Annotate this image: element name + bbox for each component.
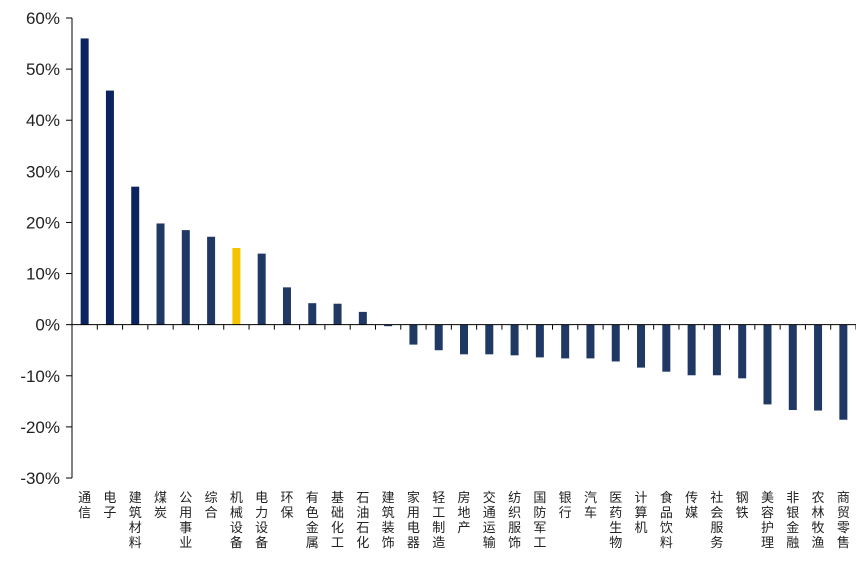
y-tick-label: 10% [26, 265, 60, 284]
category-label: 有色金属 [306, 491, 319, 551]
bar-国防军工 [535, 324, 544, 358]
y-tick-label: -30% [20, 469, 60, 488]
category-label: 通信 [78, 491, 91, 521]
category-label: 钢铁 [736, 491, 749, 521]
bar-综合 [207, 236, 216, 325]
bar-农林牧渔 [814, 324, 823, 411]
y-tick-label: -10% [20, 367, 60, 386]
bar-房地产 [460, 324, 468, 355]
bar-商贸零售 [839, 324, 848, 420]
category-label: 交通运输 [483, 490, 496, 551]
y-tick-label: 50% [26, 60, 60, 79]
bar-非银金融 [788, 324, 797, 411]
bar-计算机 [637, 324, 646, 368]
category-label: 建筑装饰 [382, 491, 395, 551]
x-axis [72, 324, 856, 330]
bar-家用电器 [409, 324, 418, 345]
bar-轻工制造 [434, 324, 443, 351]
y-tick-label: 60% [26, 9, 60, 28]
category-label: 计算机 [635, 491, 648, 536]
category-label: 电子 [103, 491, 116, 521]
bar-钢铁 [738, 324, 747, 379]
y-axis: 60% 50% 40% 30% 20% 10% 0% -10% -20% -30% [20, 9, 73, 488]
bar-医药生物 [611, 324, 620, 362]
category-label: 传媒 [685, 491, 698, 521]
bar-美容护理 [763, 324, 772, 405]
bar-石油石化 [358, 311, 367, 325]
category-label: 房地产 [457, 490, 470, 536]
bar-纺织服饰 [510, 324, 519, 356]
y-tick-label: 30% [26, 162, 60, 181]
category-label: 美容护理 [761, 491, 774, 551]
bar-交通运输 [485, 324, 494, 355]
bar-煤炭 [156, 223, 165, 325]
bar-电子 [105, 90, 114, 325]
y-tick-label: 0% [35, 316, 60, 335]
category-label: 电力设备 [255, 491, 268, 551]
category-label: 轻工制造 [432, 491, 445, 551]
category-label: 汽车 [584, 491, 597, 521]
y-tick-label: 20% [26, 213, 60, 232]
category-label: 食品饮料 [660, 490, 673, 551]
bar-环保 [282, 287, 291, 325]
bar-公用事业 [181, 230, 190, 325]
category-label: 综合 [205, 491, 218, 521]
category-label: 国防军工 [533, 491, 546, 551]
bar-电力设备 [257, 253, 266, 325]
bar-有色金属 [308, 303, 317, 325]
bar-机械设备 [232, 248, 241, 325]
category-label: 石油石化 [356, 491, 369, 551]
category-label: 建筑材料 [129, 491, 142, 551]
bar-建筑装饰 [384, 324, 393, 327]
bar-汽车 [586, 324, 595, 359]
bar-建筑材料 [131, 186, 140, 325]
category-label: 机械设备 [230, 491, 243, 551]
category-label: 煤炭 [154, 491, 167, 521]
bar-基础化工 [333, 303, 342, 325]
category-label: 农林牧渔 [812, 491, 825, 551]
category-labels: 通信电子建筑材料煤炭公用事业综合机械设备电力设备环保有色金属基础化工石油石化建筑… [78, 490, 850, 551]
category-label: 银行 [559, 491, 572, 521]
category-label: 基础化工 [331, 491, 344, 551]
y-tick-label: 40% [26, 111, 60, 130]
bar-通信 [80, 38, 89, 325]
bar-银行 [561, 324, 570, 359]
category-label: 商贸零售 [837, 491, 850, 551]
bar-传媒 [687, 324, 696, 376]
category-label: 家用电器 [407, 490, 420, 551]
bar-社会服务 [712, 324, 721, 376]
category-label: 社会服务 [710, 490, 723, 551]
y-tick-label: -20% [20, 418, 60, 437]
category-label: 公用事业 [179, 491, 192, 551]
category-label: 医药生物 [609, 491, 622, 551]
bars [80, 38, 848, 420]
category-label: 非银金融 [786, 491, 799, 551]
category-label: 纺织服饰 [508, 491, 521, 551]
category-label: 环保 [280, 491, 293, 521]
bar-食品饮料 [662, 324, 671, 372]
